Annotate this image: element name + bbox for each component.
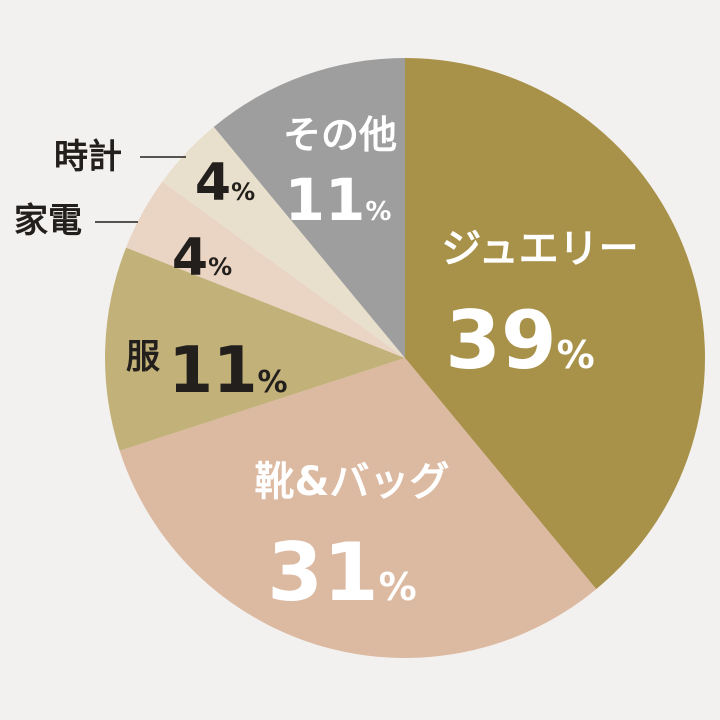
pie-slice-4: [162, 126, 405, 358]
pie-slice-3: [126, 181, 406, 358]
slice-label-0: ジュエリー: [441, 226, 638, 272]
slice-value-1: 31%: [267, 526, 416, 619]
slice-value-0: 39%: [445, 294, 594, 387]
pie-slice-2: [104, 247, 405, 451]
slice-value-5: 11%: [285, 166, 392, 234]
pie-slice-5: [213, 58, 405, 358]
pie-slice-0: [405, 58, 705, 590]
slice-value-3: 4%: [172, 228, 232, 288]
slice-label-4: 時計: [54, 137, 122, 177]
slice-value-4: 4%: [195, 153, 255, 213]
slice-label-5: その他: [283, 113, 397, 157]
slice-label-3: 家電: [14, 201, 82, 241]
slice-value-2: 11%: [168, 334, 287, 408]
slice-label-2: 服: [126, 337, 160, 377]
pie-slice-1: [119, 358, 597, 658]
slice-label-1: 靴&バッグ: [255, 459, 450, 505]
